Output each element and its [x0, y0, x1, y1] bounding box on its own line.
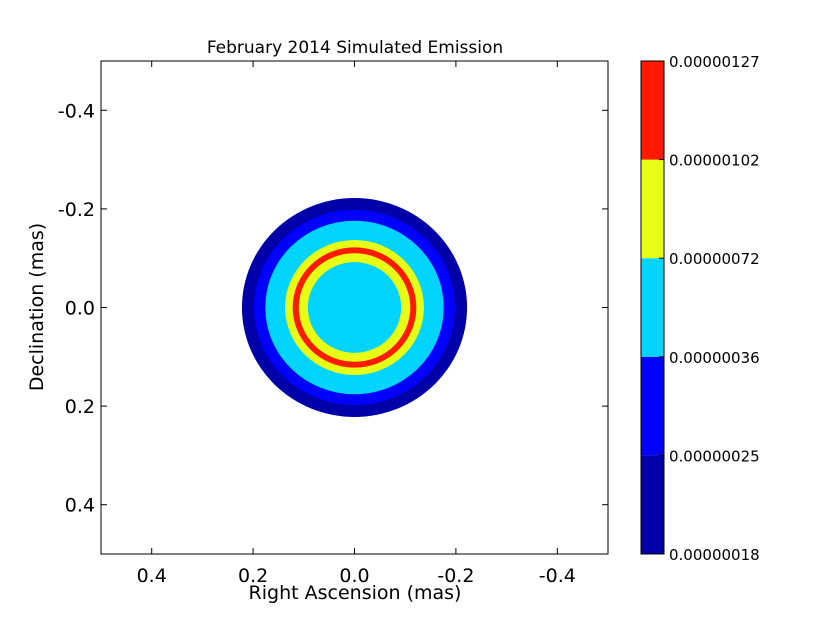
contour-band-6 — [307, 262, 402, 353]
plot-frame — [100, 60, 609, 555]
y-axis-label: Declination (mas) — [26, 223, 48, 391]
y-tick-label: -0.2 — [58, 199, 95, 221]
y-tick-label: -0.4 — [58, 100, 95, 122]
emission-contours — [241, 198, 468, 417]
colorbar-tick-label: 0.00000127 — [669, 53, 760, 71]
colorbar-frame — [640, 60, 665, 555]
colorbar-tick-label: 0.00000102 — [669, 152, 760, 170]
colorbar: 0.00000018 0.00000025 0.00000036 0.00000072… — [640, 53, 760, 564]
axis-ticks — [101, 61, 608, 554]
x-tick-label: -0.2 — [437, 565, 474, 587]
chart-title: February 2014 Simulated Emission — [207, 38, 503, 58]
colorbar-tick-label: 0.00000072 — [669, 250, 760, 268]
colorbar-labels: 0.00000018 0.00000025 0.00000036 0.00000072… — [669, 53, 760, 564]
x-tick-label: 0.4 — [137, 565, 167, 587]
y-tick-label: 0.0 — [65, 298, 95, 320]
x-tick-label: -0.4 — [539, 565, 576, 587]
colorbar-band-1 — [641, 356, 664, 456]
y-tick-label: 0.4 — [65, 495, 95, 517]
colorbar-band-3 — [641, 159, 664, 259]
x-tick-labels: 0.4 0.2 0.0 -0.2 -0.4 — [137, 565, 576, 587]
plot-area — [100, 60, 609, 555]
y-tick-labels: -0.4 -0.2 0.0 0.2 0.4 — [58, 100, 95, 516]
y-tick-label: 0.2 — [65, 396, 95, 418]
colorbar-tick-label: 0.00000018 — [669, 546, 760, 564]
colorbar-band-0 — [641, 455, 664, 554]
colorbar-band-2 — [641, 258, 664, 357]
x-axis-label: Right Ascension (mas) — [249, 582, 462, 604]
colorbar-bands — [641, 61, 664, 554]
colorbar-band-4 — [641, 61, 664, 160]
x-tick-label: 0.0 — [339, 565, 369, 587]
colorbar-tick-label: 0.00000025 — [669, 447, 760, 465]
x-tick-label: 0.2 — [238, 565, 268, 587]
colorbar-tick-label: 0.00000036 — [669, 349, 760, 367]
